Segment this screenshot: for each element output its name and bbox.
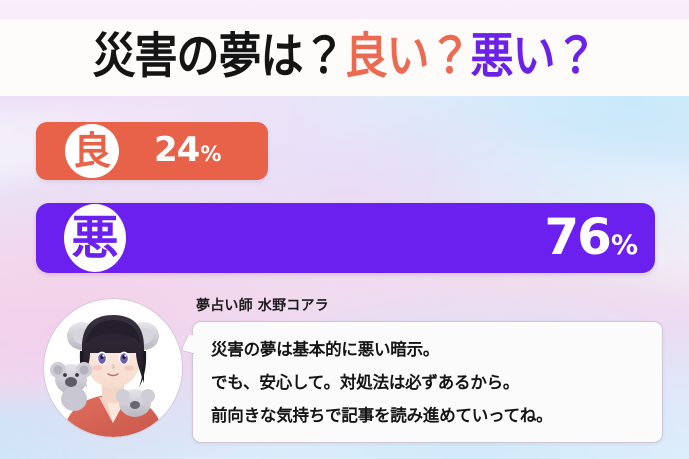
- page-title: 災害の夢は？良い？悪い？: [93, 33, 598, 81]
- title-good-option: 良い？: [344, 28, 472, 85]
- percentage-good: 24%: [154, 133, 221, 167]
- percentage-good-value: 24: [154, 130, 200, 170]
- percentage-good-sign: %: [200, 142, 222, 166]
- speech-bubble-line-2: でも、安心して。対処法は必ずあるから。: [211, 373, 520, 392]
- title-bad-option: 悪い？: [470, 28, 598, 85]
- badge-bad: 悪: [64, 204, 126, 272]
- background-top-strip: [0, 0, 689, 22]
- speech-bubble-text: 災害の夢は基本的に悪い暗示。 でも、安心して。対処法は必ずあるから。 前向きな気…: [193, 322, 662, 432]
- poll-bar-bad: 悪 76%: [36, 203, 655, 273]
- title-band: 災害の夢は？良い？悪い？: [0, 19, 689, 96]
- avatar: [44, 299, 182, 437]
- poll-bar-good: 良 24%: [36, 122, 268, 180]
- percentage-bad: 76%: [544, 212, 638, 262]
- speech-bubble: 災害の夢は基本的に悪い暗示。 でも、安心して。対処法は必ずあるから。 前向きな気…: [192, 321, 663, 443]
- title-question: 災害の夢は？: [92, 28, 346, 85]
- speech-bubble-tail: [180, 335, 194, 359]
- speech-bubble-line-1: 災害の夢は基本的に悪い暗示。: [211, 340, 440, 359]
- avatar-illustration: [44, 299, 182, 437]
- percentage-bad-value: 76: [544, 208, 612, 266]
- author-name: 夢占い師 水野コアラ: [196, 298, 329, 314]
- percentage-bad-sign: %: [610, 230, 638, 261]
- speech-bubble-line-3: 前向きな気持ちで記事を読み進めていってね。: [211, 406, 553, 425]
- badge-good: 良: [65, 124, 119, 178]
